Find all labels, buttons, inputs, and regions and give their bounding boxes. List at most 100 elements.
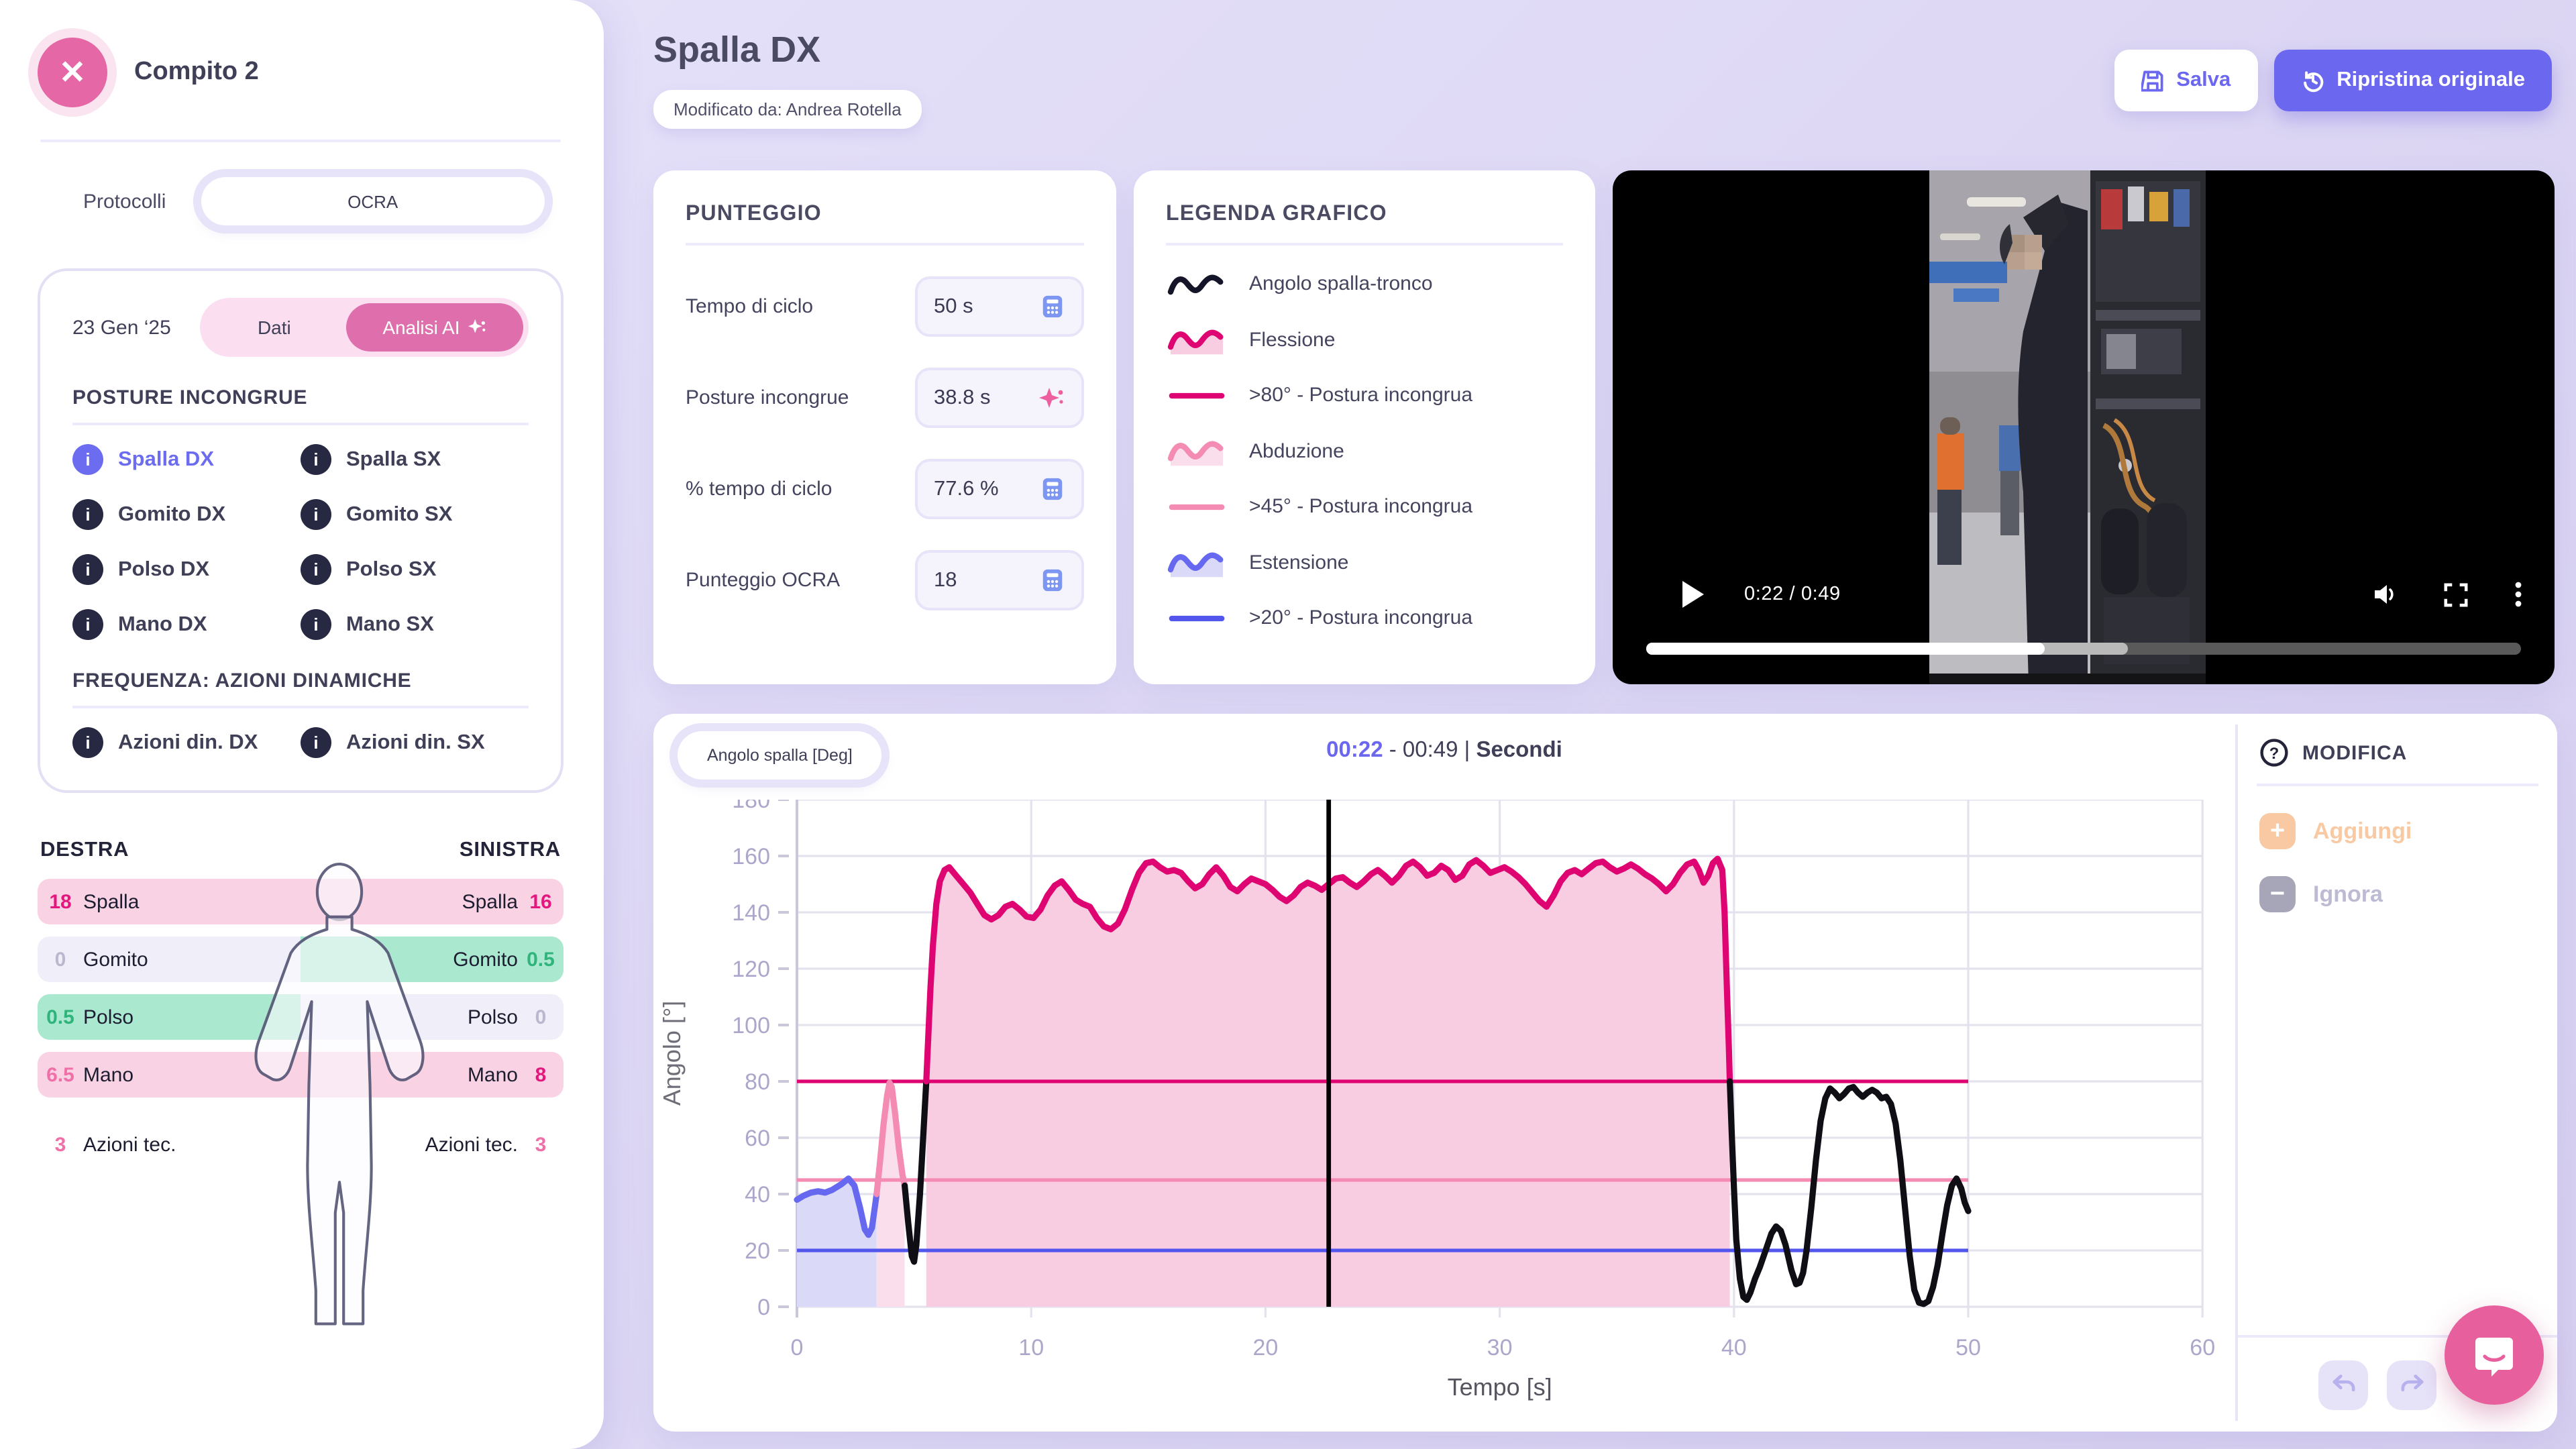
sidebar-item-polso-dx[interactable]: i Polso DX <box>72 554 301 585</box>
score-value: 50 s <box>934 294 973 317</box>
svg-text:120: 120 <box>732 957 770 982</box>
left-score: 6.5 <box>46 1063 74 1086</box>
chart-unit-pill[interactable]: Angolo spalla [Deg] <box>678 731 882 780</box>
more-options-icon[interactable] <box>2514 581 2522 608</box>
chart-panel: Angolo spalla [Deg] 00:22 - 00:49 | Seco… <box>653 714 2557 1432</box>
score-row: Punteggio OCRA 18 <box>686 550 1084 610</box>
legend-swatch <box>1166 600 1228 635</box>
posture-section-title: POSTURE INCONGRUE <box>72 386 308 409</box>
score-value-field[interactable]: 38.8 s <box>915 368 1084 428</box>
info-icon: i <box>72 727 103 758</box>
left-label: Azioni tec. <box>83 1133 176 1156</box>
score-value-field[interactable]: 50 s <box>915 276 1084 337</box>
restore-original-button[interactable]: Ripristina originale <box>2273 50 2552 111</box>
page-title: Spalla DX <box>653 30 821 70</box>
score-value-field[interactable]: 77.6 % <box>915 459 1084 519</box>
left-score: 3 <box>54 1133 66 1156</box>
edit-panel-title: MODIFICA <box>2302 741 2408 764</box>
svg-text:60: 60 <box>745 1126 770 1151</box>
svg-text:0: 0 <box>791 1335 804 1360</box>
info-icon: i <box>72 554 103 585</box>
legend-swatch <box>1166 545 1228 580</box>
divider <box>2257 784 2538 786</box>
angle-chart[interactable]: 0 20 40 60 80 100 120 140 160 180 0 10 20 30 40 50 60 Tem… <box>653 800 2235 1419</box>
svg-text:40: 40 <box>1721 1335 1747 1360</box>
item-label: Polso SX <box>346 557 437 580</box>
sidebar-item-gomito-sx[interactable]: i Gomito SX <box>301 499 529 530</box>
video-player[interactable]: 0:22 / 0:49 <box>1613 170 2555 684</box>
score-value: 77.6 % <box>934 477 999 500</box>
toggle-analisi-ai[interactable]: Analisi AI <box>345 303 523 352</box>
sidebar-item-mano-sx[interactable]: i Mano SX <box>301 609 529 640</box>
save-button[interactable]: Salva <box>2114 50 2258 111</box>
svg-text:60: 60 <box>2190 1335 2215 1360</box>
score-label: Tempo di ciclo <box>686 295 814 318</box>
info-icon: i <box>301 727 331 758</box>
sidebar-item-azioni-din-dx[interactable]: i Azioni din. DX <box>72 727 301 758</box>
help-icon[interactable]: ? <box>2259 738 2289 767</box>
protocol-select[interactable]: OCRA <box>201 177 545 225</box>
score-card-title: PUNTEGGIO <box>686 203 822 225</box>
right-label: Spalla <box>462 890 518 913</box>
score-label: % tempo di ciclo <box>686 478 833 500</box>
score-row: Tempo di ciclo 50 s <box>686 276 1084 337</box>
score-row: % tempo di ciclo 77.6 % <box>686 459 1084 519</box>
legend-item: >20° - Postura incongrua <box>1166 600 1563 635</box>
sidebar-item-mano-dx[interactable]: i Mano DX <box>72 609 301 640</box>
chat-icon <box>2475 1338 2513 1377</box>
video-frame <box>1929 170 2206 684</box>
redo-button[interactable] <box>2387 1360 2436 1409</box>
legend-item: Angolo spalla-tronco <box>1166 266 1563 301</box>
right-score: 8 <box>535 1063 547 1086</box>
score-value: 38.8 s <box>934 386 991 409</box>
legend-label: Estensione <box>1249 551 1349 574</box>
info-icon: i <box>72 609 103 640</box>
minus-icon: − <box>2259 876 2296 912</box>
body-map-right-header: SINISTRA <box>459 839 561 861</box>
svg-text:180: 180 <box>732 800 770 813</box>
calculator-icon[interactable] <box>1040 294 1065 319</box>
calculator-icon[interactable] <box>1040 568 1065 593</box>
right-label: Mano <box>467 1063 518 1086</box>
play-icon[interactable] <box>1682 581 1704 608</box>
ignore-button[interactable]: − Ignora <box>2259 876 2557 912</box>
sidebar-item-spalla-dx[interactable]: i Spalla DX <box>72 444 301 475</box>
fullscreen-icon[interactable] <box>2443 582 2469 607</box>
calculator-icon[interactable] <box>1040 476 1065 502</box>
svg-text:?: ? <box>2269 745 2279 763</box>
score-value-field[interactable]: 18 <box>915 550 1084 610</box>
body-map-row-spalla: 18 Spalla Spalla 16 <box>38 879 564 924</box>
legend-label: >20° - Postura incongrua <box>1249 606 1473 629</box>
chat-bubble-button[interactable] <box>2445 1305 2544 1405</box>
score-card: PUNTEGGIO Tempo di ciclo 50 s Posture inco… <box>653 170 1116 684</box>
legend-label: >45° - Postura incongrua <box>1249 495 1473 518</box>
sidebar-item-spalla-sx[interactable]: i Spalla SX <box>301 444 529 475</box>
history-icon <box>2303 71 2323 93</box>
add-button[interactable]: + Aggiungi <box>2259 813 2557 849</box>
item-label: Spalla SX <box>346 447 441 470</box>
toggle-dati-label[interactable]: Dati <box>257 317 291 338</box>
edit-panel: ? MODIFICA + Aggiungi − Ignora <box>2238 714 2557 1432</box>
add-label: Aggiungi <box>2313 818 2412 843</box>
legend-swatch <box>1166 489 1228 524</box>
svg-text:Tempo [s]: Tempo [s] <box>1448 1373 1552 1401</box>
left-score: 0.5 <box>46 1006 74 1028</box>
score-value: 18 <box>934 568 957 591</box>
volume-icon[interactable] <box>2371 581 2398 608</box>
close-icon[interactable]: ✕ <box>38 38 107 107</box>
undo-button[interactable] <box>2318 1360 2368 1409</box>
video-progress-bar[interactable] <box>1646 643 2521 655</box>
data-ai-toggle[interactable]: Dati Analisi AI <box>200 298 529 357</box>
svg-text:20: 20 <box>745 1238 770 1264</box>
sidebar-item-polso-sx[interactable]: i Polso SX <box>301 554 529 585</box>
item-label: Gomito SX <box>346 502 453 525</box>
modified-by-badge: Modificato da: Andrea Rotella <box>653 90 922 129</box>
divider <box>686 243 1084 246</box>
sidebar-item-azioni-din-sx[interactable]: i Azioni din. SX <box>301 727 529 758</box>
sidebar-item-gomito-dx[interactable]: i Gomito DX <box>72 499 301 530</box>
legend-item: Abduzione <box>1166 433 1563 468</box>
right-label: Gomito <box>453 948 518 971</box>
legend-label: >80° - Postura incongrua <box>1249 384 1473 407</box>
sparkles-icon[interactable] <box>1038 384 1065 411</box>
svg-text:80: 80 <box>745 1069 770 1095</box>
